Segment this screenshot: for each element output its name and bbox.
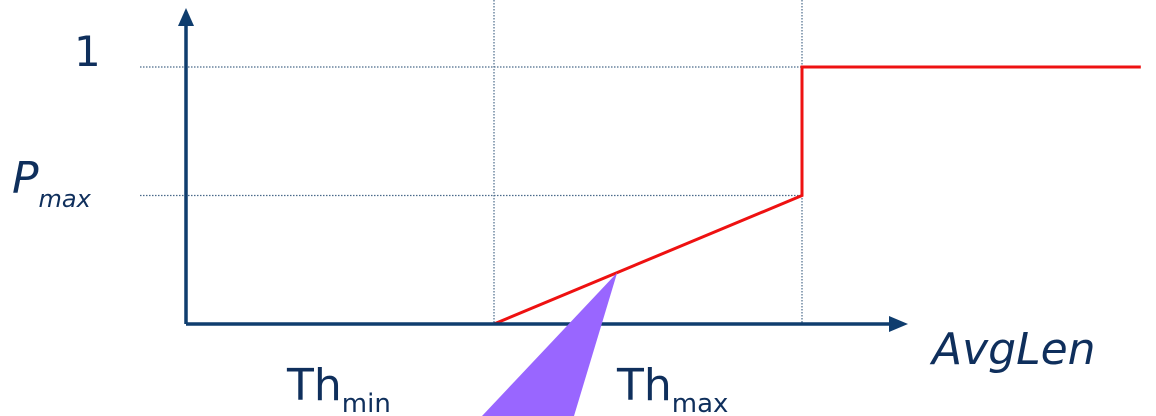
x-tick-label-thmin: Thmin <box>286 360 391 416</box>
y-tick-label-pmax-sub: max <box>39 185 92 213</box>
axes <box>178 8 908 332</box>
pointer-layer <box>482 272 618 416</box>
x-tick-label-thmax-sub: max <box>672 389 729 416</box>
x-tick-label-thmin-sub: min <box>342 389 391 416</box>
pointer-wedge <box>482 272 618 416</box>
grid-lines <box>140 0 803 324</box>
y-axis-arrow <box>178 8 194 26</box>
y-tick-label-one-base: 1 <box>74 27 101 76</box>
x-axis-label: AvgLen <box>929 324 1096 375</box>
x-tick-label-thmax: Thmax <box>616 360 728 416</box>
y-tick-label-pmax-base: P <box>12 153 39 204</box>
y-tick-label-one: 1 <box>74 27 101 76</box>
x-axis-arrow <box>889 316 908 332</box>
y-tick-label-pmax: Pmax <box>12 153 92 213</box>
x-tick-label-thmax-base: Th <box>616 360 672 411</box>
x-tick-label-thmin-base: Th <box>286 360 342 411</box>
